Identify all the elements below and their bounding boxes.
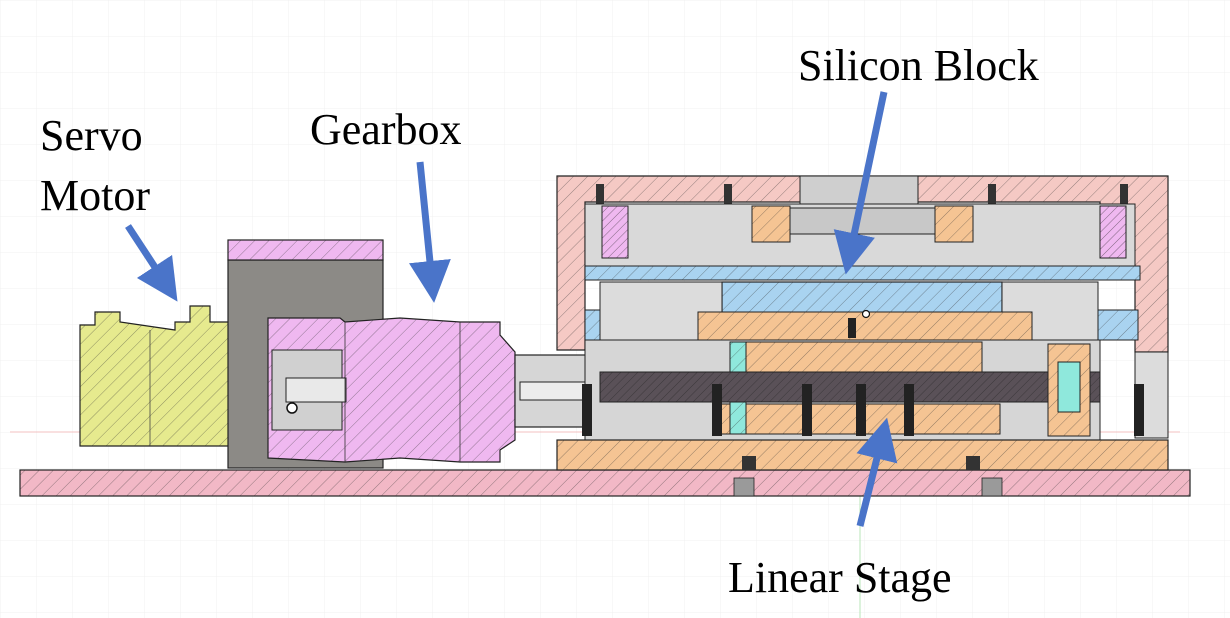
linear-stage [556, 281, 1169, 471]
gearbox-arrow [409, 161, 451, 303]
callout-arrows [125, 91, 898, 527]
silicon-block-arrow [833, 91, 888, 275]
gearbox [267, 317, 516, 463]
linear-stage-label: Linear Stage [728, 553, 952, 602]
base-plate [19, 469, 1191, 497]
gearbox-label: Gearbox [310, 105, 462, 154]
linear-stage-arrow [856, 417, 898, 527]
servo-motor-arrow [125, 224, 178, 302]
servo-motor [79, 305, 269, 447]
servo-motor-label-line2: Motor [40, 171, 150, 220]
servo-motor-label-line1: Servo [40, 111, 143, 160]
silicon-block-label: Silicon Block [798, 41, 1039, 90]
